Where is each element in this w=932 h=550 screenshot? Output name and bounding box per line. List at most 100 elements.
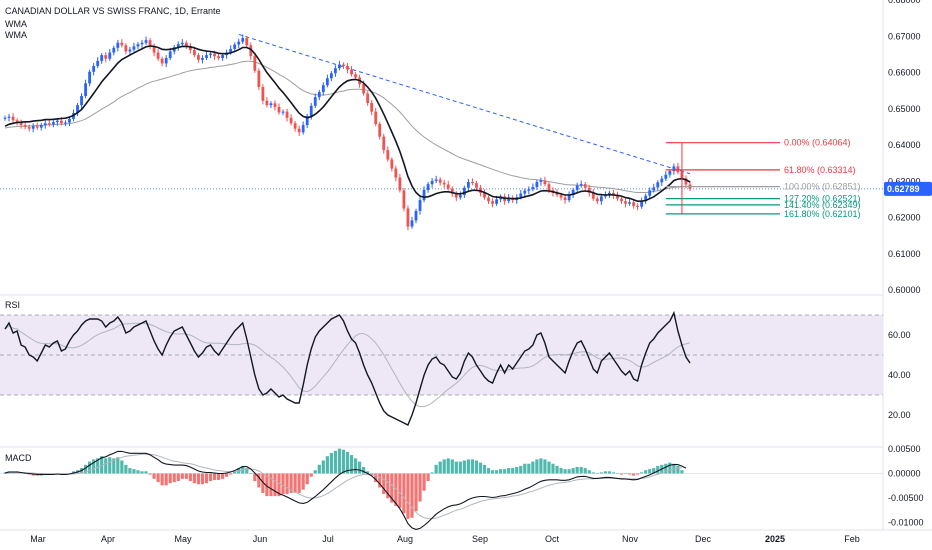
macd-histogram-bar — [325, 456, 329, 474]
price-tick-label: 0.67000 — [888, 31, 921, 41]
candle-body — [257, 70, 261, 87]
macd-histogram-bar — [120, 460, 124, 474]
price-tick-label: 0.65000 — [888, 104, 921, 114]
candle-body — [366, 93, 370, 103]
candle-body — [334, 68, 337, 74]
macd-histogram-bar — [297, 473, 301, 493]
macd-histogram-bar — [567, 469, 571, 474]
macd-histogram-bar — [591, 472, 595, 474]
macd-histogram-bar — [627, 473, 632, 475]
macd-histogram-bar — [531, 461, 535, 474]
candle-body — [265, 100, 269, 106]
macd-histogram-bar — [172, 473, 176, 483]
candle-body — [571, 189, 575, 196]
candle-body — [555, 192, 559, 196]
wma-legend-1: WMA — [5, 19, 27, 29]
candle-body — [27, 126, 31, 129]
macd-histogram-bar — [511, 468, 515, 474]
candle-body — [362, 84, 366, 94]
macd-histogram-bar — [321, 460, 325, 474]
candle-body — [378, 123, 382, 137]
candle-body — [160, 58, 164, 64]
macd-histogram-bar — [132, 469, 136, 474]
macd-histogram-bar — [406, 473, 410, 519]
macd-histogram-bar — [269, 473, 273, 497]
candle-body — [7, 116, 11, 118]
time-tick-label: Nov — [622, 534, 639, 544]
macd-histogram-bar — [595, 473, 599, 474]
candle-body — [648, 190, 652, 196]
macd-histogram-bar — [366, 471, 370, 474]
candle-body — [108, 52, 112, 59]
candle-body — [209, 53, 212, 56]
macd-histogram-bar — [100, 456, 104, 474]
candle-body — [402, 190, 406, 209]
candle-body — [656, 182, 660, 188]
candle-body — [652, 187, 656, 191]
macd-histogram-bar — [289, 473, 293, 493]
rsi-pane-label: RSI — [5, 300, 21, 310]
candle-body — [374, 111, 378, 124]
candle-body — [523, 190, 527, 194]
chart-title: CANADIAN DOLLAR VS SWISS FRANC, 1D, Erra… — [5, 6, 221, 16]
macd-histogram-bar — [414, 473, 418, 512]
candle-body — [406, 208, 410, 227]
candle-body — [39, 125, 43, 128]
candle-body — [575, 185, 579, 190]
macd-histogram-bar — [619, 473, 624, 475]
candle-body — [164, 58, 168, 64]
macd-histogram-bar — [486, 468, 491, 474]
candle-body — [100, 55, 104, 61]
candle-body — [535, 181, 539, 188]
candle-body — [19, 122, 23, 126]
candle-body — [354, 74, 357, 78]
macd-tick-label: -0.01000 — [888, 518, 924, 528]
candle-body — [644, 195, 648, 202]
candle-body — [370, 102, 374, 112]
macd-histogram-bar — [555, 465, 559, 474]
macd-histogram-bar — [652, 468, 656, 474]
macd-histogram-bar — [184, 473, 188, 479]
candle-body — [124, 45, 128, 52]
candle-body — [579, 184, 583, 186]
macd-histogram-bar — [88, 461, 92, 474]
macd-histogram-bar — [430, 472, 434, 474]
candle-body — [176, 44, 180, 48]
candle-body — [60, 120, 63, 124]
candle-body — [458, 195, 462, 198]
macd-histogram-bar — [470, 459, 475, 474]
candle-body — [76, 105, 79, 114]
macd-histogram-bar — [551, 463, 555, 474]
macd-histogram-bar — [499, 469, 503, 474]
macd-histogram-bar — [148, 473, 152, 475]
macd-histogram-bar — [454, 461, 458, 474]
time-tick-label: Aug — [397, 534, 413, 544]
macd-histogram-bar — [374, 473, 378, 483]
macd-histogram-bar — [220, 473, 225, 479]
macd-histogram-bar — [478, 462, 483, 474]
candle-body — [350, 69, 353, 75]
macd-histogram-bar — [208, 473, 213, 482]
macd-histogram-bar — [152, 473, 156, 479]
candle-body — [595, 198, 599, 202]
candle-body — [418, 200, 422, 211]
candle-body — [414, 210, 418, 221]
candle-body — [285, 111, 289, 118]
candle-body — [430, 180, 434, 185]
macd-histogram-bar — [249, 473, 253, 474]
macd-histogram-bar — [23, 473, 27, 474]
candle-body — [422, 189, 426, 201]
time-tick-label: Feb — [844, 534, 860, 544]
candle-body — [148, 40, 152, 47]
macd-histogram-bar — [200, 473, 205, 485]
macd-histogram-bar — [422, 473, 426, 491]
macd-histogram-bar — [136, 470, 140, 474]
candle-body — [301, 125, 305, 133]
macd-histogram-bar — [434, 464, 438, 474]
macd-histogram-bar — [386, 473, 390, 499]
macd-histogram-bar — [245, 468, 249, 474]
current-price-tag — [884, 181, 932, 196]
macd-histogram-bar — [640, 472, 644, 474]
macd-histogram-bar — [664, 463, 668, 474]
